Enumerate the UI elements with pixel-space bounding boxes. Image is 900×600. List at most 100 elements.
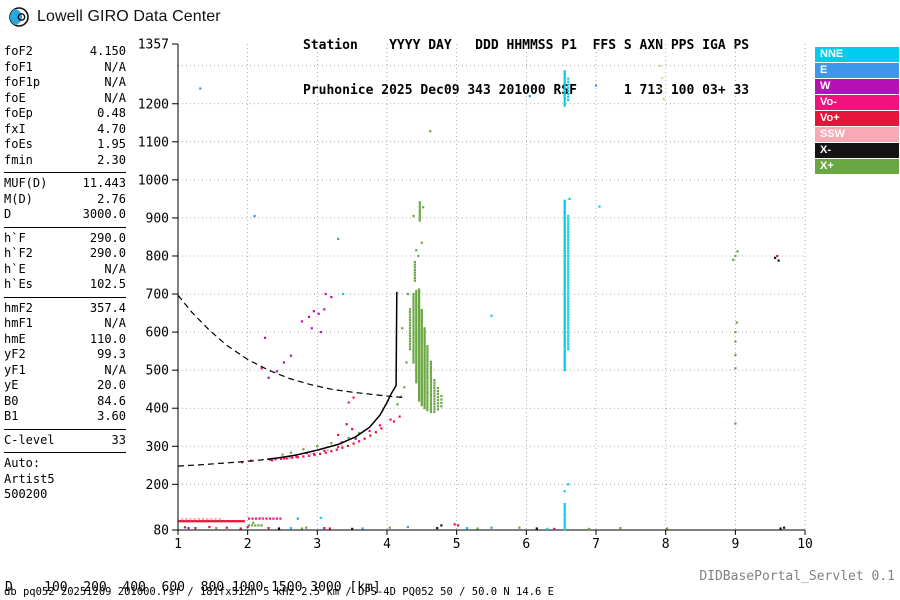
- legend-item-x: X+: [815, 159, 899, 174]
- echo-point: [563, 207, 566, 210]
- echo-point: [313, 453, 316, 457]
- echo-point: [426, 347, 429, 350]
- echo-point: [310, 327, 313, 330]
- echo-point: [374, 431, 377, 434]
- param-row-fof2: foF2 4.150: [4, 44, 126, 60]
- echo-point: [415, 308, 418, 312]
- echo-point: [567, 238, 570, 242]
- echo-point: [326, 449, 329, 452]
- servlet-version-label: DIDBasePortal_Servlet 0.1: [699, 569, 895, 584]
- echo-point: [420, 348, 423, 352]
- x-tick-label: 4: [383, 537, 391, 552]
- echo-point: [563, 294, 566, 297]
- echo-point: [420, 335, 423, 338]
- echo-point: [563, 319, 566, 322]
- echo-point: [415, 328, 418, 331]
- echo-point: [412, 347, 415, 350]
- param-row-yf1: yF1 N/A: [4, 363, 126, 379]
- echo-point: [413, 266, 416, 269]
- echo-point: [567, 281, 570, 284]
- echo-point: [418, 335, 421, 338]
- echo-point: [567, 92, 570, 95]
- param-label: h`F: [4, 230, 26, 245]
- echo-point: [418, 378, 421, 381]
- echo-point: [426, 365, 429, 368]
- echo-point: [433, 384, 436, 387]
- echo-point: [347, 401, 350, 404]
- echo-point: [429, 372, 432, 375]
- echo-point: [415, 289, 418, 293]
- echo-point: [347, 436, 350, 439]
- echo-point: [563, 205, 566, 208]
- echo-point: [216, 520, 219, 523]
- echo-point: [354, 437, 357, 440]
- echo-point: [420, 322, 423, 325]
- echo-point: [267, 376, 270, 379]
- echo-point: [426, 397, 429, 400]
- echo-point: [418, 391, 421, 395]
- echo-point: [408, 321, 412, 324]
- echo-point: [563, 317, 566, 320]
- echo-point: [418, 321, 421, 325]
- echo-point: [420, 347, 423, 350]
- echo-point: [423, 391, 426, 395]
- echo-point: [563, 76, 566, 79]
- param-value: N/A: [104, 90, 126, 105]
- echo-point: [406, 525, 409, 529]
- echo-point: [420, 316, 423, 319]
- echo-point: [418, 332, 421, 335]
- param-separator: [4, 226, 126, 228]
- echo-point: [563, 302, 566, 305]
- echo-point: [426, 390, 429, 393]
- echo-point: [246, 525, 249, 529]
- x-tick-label: 6: [522, 537, 530, 552]
- echo-point: [563, 365, 566, 368]
- echo-point: [358, 431, 361, 435]
- legend-item-nne: NNE: [815, 47, 899, 62]
- echo-point: [563, 93, 566, 96]
- echo-point: [232, 520, 235, 523]
- echo-point: [429, 404, 432, 407]
- param-label: foF1p: [4, 75, 41, 89]
- echo-point: [418, 369, 421, 372]
- echo-point: [415, 331, 418, 334]
- echo-point: [412, 345, 415, 348]
- echo-point: [281, 453, 284, 456]
- echo-point: [426, 379, 429, 382]
- echo-point: [423, 403, 426, 406]
- param-label: yE: [4, 378, 19, 392]
- echo-point: [567, 318, 570, 321]
- echo-point: [563, 323, 566, 326]
- echo-point: [567, 292, 570, 295]
- echo-point: [563, 232, 566, 235]
- echo-point: [352, 396, 355, 399]
- echo-point: [412, 315, 415, 318]
- echo-point: [415, 307, 418, 310]
- echo-point: [774, 256, 777, 259]
- echo-point: [734, 254, 737, 258]
- echo-point: [418, 393, 421, 396]
- echo-point: [211, 520, 214, 523]
- echo-point: [429, 360, 432, 363]
- echo-point: [563, 70, 566, 73]
- echo-point: [433, 408, 436, 411]
- echo-point: [418, 219, 421, 222]
- echo-point: [418, 326, 421, 329]
- param-label: foEs: [4, 137, 33, 151]
- echo-point: [563, 201, 566, 204]
- echo-point: [415, 348, 418, 352]
- param-label: B0: [4, 393, 19, 408]
- echo-point: [457, 524, 460, 527]
- echo-point: [261, 517, 265, 520]
- echo-point: [351, 527, 354, 530]
- echo-point: [420, 241, 423, 244]
- echo-point: [252, 521, 255, 524]
- echo-point: [412, 352, 415, 355]
- echo-point: [423, 399, 426, 402]
- electron-density-profile: [267, 291, 398, 460]
- echo-point: [312, 310, 315, 313]
- echo-point: [194, 527, 197, 530]
- echo-point: [563, 292, 566, 296]
- echo-point: [337, 433, 340, 436]
